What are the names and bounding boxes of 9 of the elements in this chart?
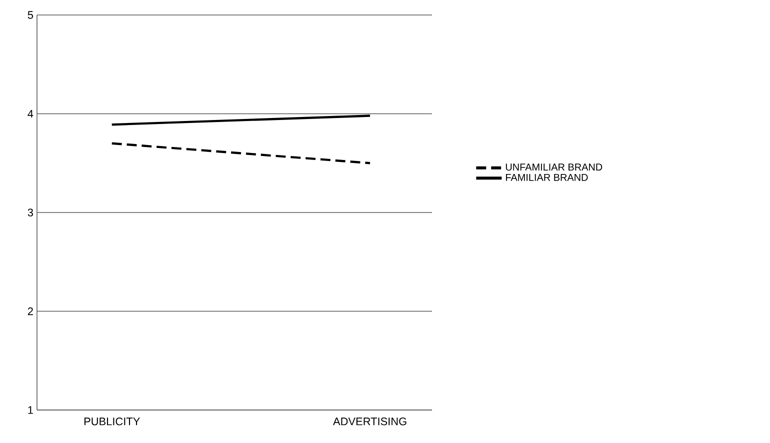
- x-tick-label: PUBLICITY: [84, 418, 140, 426]
- y-tick-label: 5: [28, 11, 34, 19]
- y-tick-label: 4: [28, 110, 34, 118]
- legend-label: FAMILIAR BRAND: [506, 174, 588, 181]
- y-tick-label: 3: [28, 208, 33, 216]
- legend-label: UNFAMILIAR BRAND: [506, 164, 602, 171]
- y-tick-label: 2: [28, 307, 33, 316]
- x-tick-label: ADVERTISING: [333, 418, 406, 426]
- y-tick-label: 1: [28, 406, 33, 414]
